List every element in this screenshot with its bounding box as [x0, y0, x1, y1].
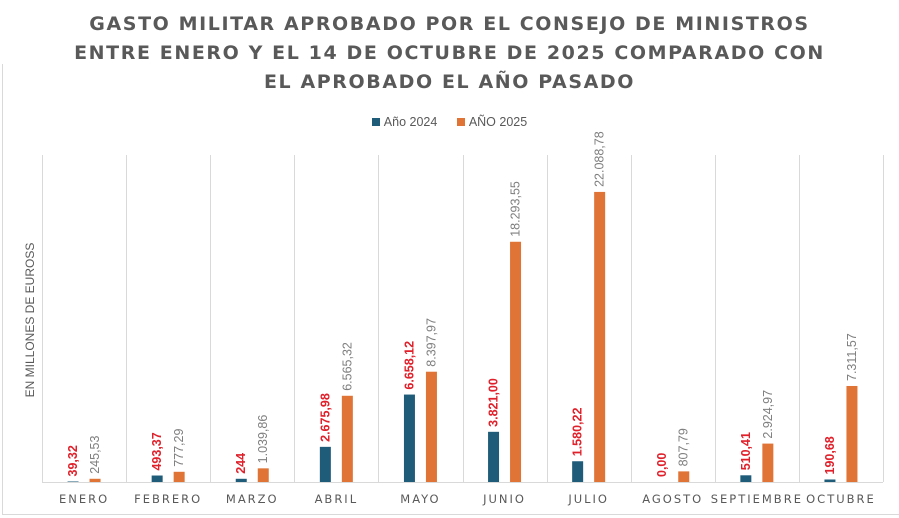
data-label-2025-mayo: 8.397,97	[424, 318, 438, 367]
data-label-2024-enero: 39,32	[66, 445, 80, 476]
bar-2024-enero	[67, 481, 79, 482]
bar-2025-febrero	[173, 471, 185, 482]
x-tick-label-agosto: AGOSTO	[642, 492, 703, 506]
bar-2024-octubre	[824, 479, 836, 482]
legend-label-2024: Año 2024	[383, 115, 438, 129]
bar-2025-octubre	[846, 385, 858, 482]
chart-legend: Año 2024 AÑO 2025	[0, 115, 899, 129]
chart-title-line-2: ENTRE ENERO Y EL 14 DE OCTUBRE DE 2025 C…	[74, 42, 825, 64]
data-label-2025-abril: 6.565,32	[340, 342, 354, 391]
chart-title-line-3: EL APROBADO EL AÑO PASADO	[263, 71, 636, 93]
data-label-2025-julio: 22.088,78	[593, 131, 607, 187]
bar-2025-marzo	[257, 468, 269, 482]
chart-frame-bottom-border	[2, 514, 899, 515]
data-label-2024-septiembre: 510,41	[739, 432, 753, 470]
data-label-2025-enero: 245,53	[88, 435, 102, 473]
x-tick-label-julio: JULIO	[567, 492, 609, 506]
x-tick-label-septiembre: SEPTIEMBRE	[711, 492, 803, 506]
chart-title: GASTO MILITAR APROBADO POR EL CONSEJO DE…	[0, 10, 899, 97]
x-tick-label-mayo: MAYO	[400, 492, 440, 506]
bar-2024-marzo	[235, 478, 247, 482]
data-label-2024-abril: 2.675,98	[318, 393, 332, 442]
bar-2024-febrero	[151, 475, 163, 482]
data-label-2025-febrero: 777,29	[172, 429, 186, 467]
bar-2024-septiembre	[740, 475, 752, 482]
data-label-2024-mayo: 6.658,12	[402, 341, 416, 390]
x-tick-label-enero: ENERO	[59, 492, 109, 506]
legend-swatch-2025	[456, 118, 465, 126]
bar-2025-junio	[510, 241, 522, 482]
bar-2024-abril	[319, 446, 331, 482]
x-tick-label-junio: JUNIO	[482, 492, 526, 506]
legend-swatch-2024	[371, 118, 380, 126]
data-label-2024-julio: 1.580,22	[571, 408, 585, 457]
x-tick-label-febrero: FEBRERO	[134, 492, 202, 506]
bar-2025-mayo	[425, 371, 437, 482]
data-label-2024-febrero: 493,37	[150, 432, 164, 470]
x-tick-label-marzo: MARZO	[226, 492, 279, 506]
chart-title-line-1: GASTO MILITAR APROBADO POR EL CONSEJO DE…	[89, 13, 810, 35]
legend-item-2025: AÑO 2025	[456, 115, 528, 129]
legend-label-2025: AÑO 2025	[468, 115, 528, 129]
legend-item-2024: Año 2024	[371, 115, 438, 129]
data-label-2024-agosto: 0,00	[655, 453, 669, 477]
bar-2024-mayo	[403, 394, 415, 482]
x-tick-label-octubre: OCTUBRE	[806, 492, 876, 506]
chart-frame-left-border	[2, 64, 3, 515]
data-label-2024-marzo: 244	[234, 453, 248, 474]
data-label-2025-junio: 18.293,55	[509, 181, 523, 237]
bar-2025-abril	[341, 395, 353, 482]
data-label-2025-octubre: 7.311,57	[845, 333, 859, 381]
data-label-2024-junio: 3.821,00	[487, 378, 501, 427]
bar-2024-julio	[572, 461, 584, 482]
bar-2025-julio	[594, 191, 606, 482]
bar-2025-enero	[89, 478, 101, 482]
data-label-2024-octubre: 190,68	[823, 436, 837, 474]
data-label-2025-marzo: 1.039,86	[256, 415, 270, 464]
bar-2024-junio	[488, 431, 500, 482]
bar-2025-agosto	[678, 471, 690, 482]
x-tick-label-abril: ABRIL	[315, 492, 359, 506]
bar-2025-septiembre	[762, 443, 774, 482]
data-label-2025-agosto: 807,79	[677, 428, 691, 466]
data-label-2025-septiembre: 2.924,97	[761, 390, 775, 439]
